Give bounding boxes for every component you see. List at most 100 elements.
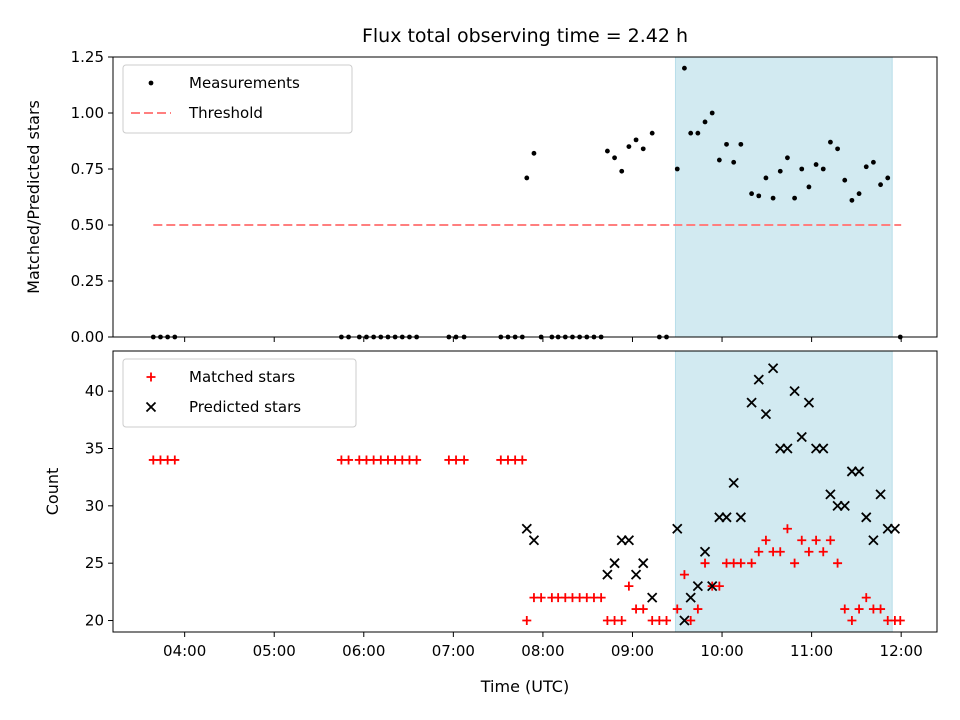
data-point-top-0-49 bbox=[724, 141, 729, 147]
data-point-top-0-58 bbox=[792, 195, 797, 201]
legend-swatch-top-0 bbox=[148, 80, 154, 86]
data-point-bottom-0-63 bbox=[825, 535, 835, 545]
data-point-bottom-0-21 bbox=[517, 455, 527, 465]
chart-title: Flux total observing time = 2.42 h bbox=[362, 25, 688, 47]
data-point-top-0-22 bbox=[524, 175, 530, 181]
data-point-bottom-1-16 bbox=[721, 512, 732, 523]
data-point-top-0-60 bbox=[806, 184, 812, 190]
legend-frame-top bbox=[122, 64, 353, 134]
data-point-top-0-55 bbox=[770, 195, 776, 201]
data-point-top-0-47 bbox=[709, 110, 715, 116]
data-point-bottom-1-22 bbox=[767, 363, 779, 374]
data-point-bottom-0-51 bbox=[736, 558, 746, 568]
data-point-bottom-0-5 bbox=[344, 455, 354, 465]
legend-swatch-bottom-0 bbox=[146, 372, 156, 382]
data-point-top-0-36 bbox=[626, 144, 632, 150]
data-point-bottom-1-25 bbox=[789, 386, 800, 397]
data-point-bottom-1-34 bbox=[853, 466, 865, 477]
legend-label-top-0: Measurements bbox=[189, 74, 300, 92]
data-point-bottom-1-29 bbox=[818, 443, 829, 454]
data-point-top-0-44 bbox=[688, 130, 694, 136]
data-point-top-0-48 bbox=[716, 157, 722, 163]
x-tick-label-5: 09:00 bbox=[611, 642, 654, 660]
data-point-bottom-0-61 bbox=[811, 535, 821, 545]
data-point-bottom-0-35 bbox=[617, 616, 627, 626]
data-point-bottom-0-59 bbox=[797, 535, 807, 545]
x-axis-label: Time (UTC) bbox=[480, 677, 569, 696]
data-point-bottom-0-54 bbox=[761, 535, 771, 545]
series-top-0 bbox=[150, 65, 903, 340]
legend-label-bottom-1: Predicted stars bbox=[189, 398, 301, 416]
data-point-top-0-64 bbox=[835, 146, 840, 152]
data-point-bottom-0-24 bbox=[536, 593, 546, 603]
y-tick-label-bottom-1: 25 bbox=[85, 554, 104, 572]
highlight-span-top bbox=[674, 56, 893, 338]
data-point-top-0-66 bbox=[849, 197, 855, 203]
plot-frame-top bbox=[112, 56, 938, 338]
data-point-bottom-0-56 bbox=[775, 547, 785, 557]
data-point-bottom-1-39 bbox=[889, 523, 901, 534]
data-point-top-0-46 bbox=[702, 119, 708, 125]
panel-top: 0.00 0.25 0.50 0.75 1.00 1.25 Matched/Predicte… bbox=[24, 48, 938, 346]
data-point-bottom-0-16 bbox=[451, 455, 461, 465]
data-point-top-0-56 bbox=[777, 168, 783, 174]
x-tick-label-4: 08:00 bbox=[521, 642, 564, 660]
data-point-bottom-1-3 bbox=[609, 558, 620, 569]
data-point-bottom-1-27 bbox=[803, 397, 815, 408]
data-point-top-0-39 bbox=[649, 130, 655, 136]
data-point-bottom-0-70 bbox=[876, 604, 886, 614]
data-point-top-0-70 bbox=[878, 182, 883, 188]
data-point-bottom-1-8 bbox=[647, 592, 658, 603]
data-point-top-0-45 bbox=[695, 130, 701, 136]
y-tick-label-bottom-2: 30 bbox=[85, 497, 104, 515]
x-tick-label-6: 10:00 bbox=[700, 642, 743, 660]
data-point-bottom-0-36 bbox=[624, 581, 634, 591]
x-tick-label-0: 04:00 bbox=[163, 642, 206, 660]
data-point-bottom-1-9 bbox=[672, 523, 683, 534]
data-point-top-0-23 bbox=[531, 150, 537, 156]
data-point-bottom-1-37 bbox=[875, 489, 886, 500]
data-point-top-0-37 bbox=[633, 137, 639, 143]
data-point-bottom-0-48 bbox=[714, 581, 724, 591]
data-point-top-0-69 bbox=[871, 159, 876, 165]
data-point-top-0-65 bbox=[842, 177, 848, 183]
x-tick-label-3: 07:00 bbox=[432, 642, 475, 660]
legend-frame-bottom bbox=[122, 358, 357, 428]
x-tick-label-2: 06:00 bbox=[342, 642, 385, 660]
data-point-bottom-0-58 bbox=[790, 558, 800, 568]
data-point-top-0-38 bbox=[640, 146, 646, 152]
data-point-bottom-1-19 bbox=[746, 397, 757, 408]
data-point-bottom-1-17 bbox=[728, 477, 739, 489]
data-point-top-0-57 bbox=[785, 155, 790, 161]
y-tick-label-top-4: 1.00 bbox=[71, 104, 104, 122]
y-tick-label-top-3: 0.75 bbox=[71, 160, 104, 178]
y-axis-label-bottom: Count bbox=[43, 468, 62, 516]
data-point-bottom-1-6 bbox=[630, 569, 642, 580]
data-point-bottom-1-11 bbox=[685, 592, 696, 603]
data-point-bottom-1-5 bbox=[623, 535, 635, 546]
data-point-top-0-71 bbox=[885, 175, 891, 181]
data-point-bottom-0-46 bbox=[700, 558, 710, 568]
data-point-bottom-0-60 bbox=[804, 547, 814, 557]
data-point-bottom-1-1 bbox=[528, 535, 540, 546]
data-point-bottom-1-2 bbox=[602, 569, 613, 580]
legend-label-top-1: Threshold bbox=[188, 104, 263, 122]
series-bottom-1 bbox=[521, 363, 901, 626]
data-point-top-0-43 bbox=[682, 65, 687, 71]
data-point-top-0-59 bbox=[799, 166, 805, 172]
legend-top: Measurements Threshold bbox=[122, 64, 353, 134]
data-point-bottom-1-32 bbox=[839, 500, 850, 511]
plot-frame-bottom bbox=[112, 350, 938, 633]
panel-bottom: 20 25 30 35 40 04:00 05:00 06:00 07:00 08:00 09:00… bbox=[43, 350, 938, 660]
data-point-bottom-0-3 bbox=[170, 455, 180, 465]
x-tick-label-1: 05:00 bbox=[253, 642, 296, 660]
data-point-bottom-1-20 bbox=[753, 374, 764, 385]
data-point-bottom-1-30 bbox=[825, 489, 836, 500]
data-point-bottom-1-0 bbox=[521, 523, 532, 534]
data-point-top-0-33 bbox=[605, 148, 610, 154]
data-point-top-0-42 bbox=[674, 166, 680, 172]
data-point-bottom-0-64 bbox=[833, 558, 843, 568]
data-point-top-0-35 bbox=[619, 168, 625, 174]
data-point-bottom-1-35 bbox=[861, 512, 872, 523]
data-point-bottom-0-22 bbox=[522, 616, 532, 626]
